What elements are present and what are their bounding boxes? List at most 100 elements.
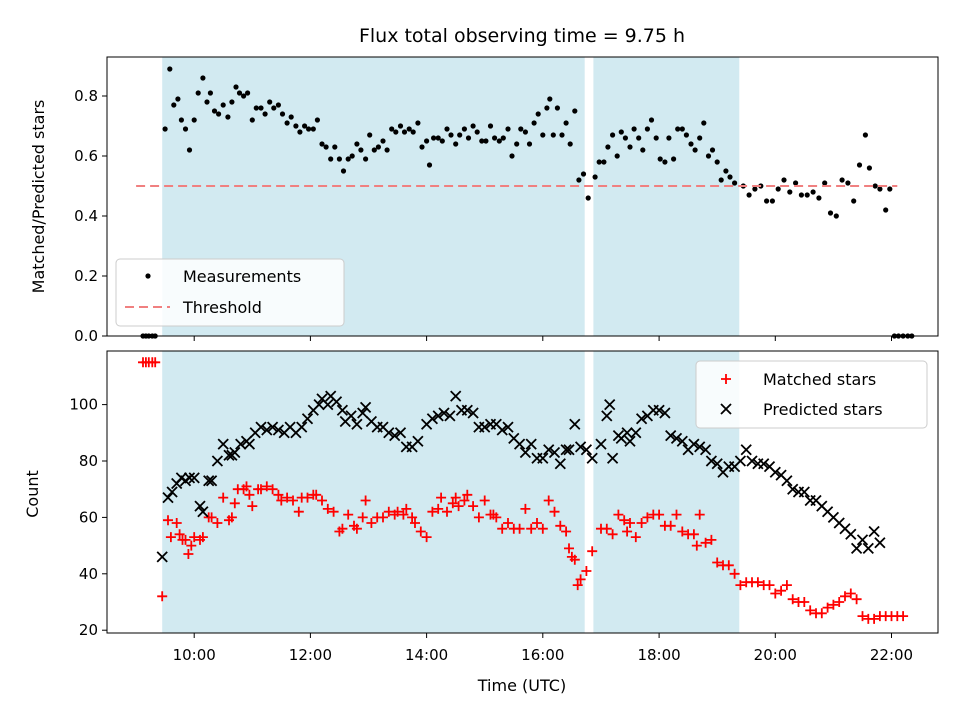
predicted-stars-point bbox=[781, 475, 793, 487]
matched-stars-point bbox=[343, 509, 354, 520]
matched-stars-point bbox=[845, 588, 856, 599]
matched-stars-point bbox=[503, 518, 513, 528]
measurement-point bbox=[389, 126, 395, 132]
predicted-stars-point bbox=[450, 390, 462, 402]
predicted-stars-point bbox=[699, 444, 712, 456]
matched-stars-point bbox=[165, 532, 176, 543]
predicted-stars-point bbox=[336, 404, 349, 416]
matched-stars-point bbox=[764, 580, 775, 591]
matched-stars-point bbox=[840, 591, 850, 602]
matched-stars-point bbox=[625, 518, 635, 528]
measurement-point bbox=[666, 135, 672, 141]
matched-stars-point bbox=[273, 489, 284, 500]
measurement-point bbox=[358, 147, 364, 153]
measurement-point bbox=[816, 195, 822, 201]
predicted-stars-point bbox=[467, 407, 479, 419]
measurement-point bbox=[697, 135, 703, 141]
measurement-point bbox=[862, 132, 869, 138]
matched-stars-point bbox=[712, 557, 723, 568]
ratio-legend: Measurements Threshold bbox=[115, 258, 345, 327]
measurement-point bbox=[384, 147, 390, 153]
matched-stars-point bbox=[197, 532, 208, 543]
matched-stars-point bbox=[520, 503, 531, 514]
measurement-point bbox=[648, 117, 655, 123]
x-tick-label: 16:00 bbox=[521, 646, 564, 664]
measurement-point bbox=[618, 129, 624, 135]
measurement-point bbox=[732, 180, 738, 186]
predicted-stars-point bbox=[394, 427, 407, 439]
matched-stars-point bbox=[561, 526, 572, 537]
predicted-stars-point bbox=[635, 413, 648, 425]
measurement-point bbox=[487, 123, 494, 129]
measurement-point bbox=[827, 210, 834, 216]
measurement-point bbox=[171, 102, 177, 108]
y-tick-label: 0.8 bbox=[74, 87, 98, 105]
measurement-point bbox=[547, 96, 553, 102]
matched-stars-point bbox=[410, 518, 420, 528]
measurement-point bbox=[371, 147, 377, 153]
measurement-point bbox=[775, 186, 781, 192]
matched-stars-point bbox=[401, 503, 412, 514]
x-tick-label: 22:00 bbox=[870, 646, 913, 664]
measurement-point bbox=[544, 105, 550, 111]
predicted-stars-point bbox=[301, 413, 314, 425]
measurement-point bbox=[692, 147, 698, 153]
predicted-stars-point bbox=[502, 421, 514, 433]
y-tick-label: 0.2 bbox=[74, 267, 98, 285]
matched-stars-point bbox=[622, 526, 633, 537]
measurement-point bbox=[851, 198, 857, 204]
matched-stars-point bbox=[288, 495, 298, 506]
predicted-stars-point bbox=[162, 491, 174, 504]
matched-stars-point bbox=[636, 518, 647, 528]
predicted-stars-point bbox=[296, 421, 308, 433]
predicted-stars-point bbox=[606, 452, 619, 464]
predicted-stars-point bbox=[197, 506, 209, 518]
matched-stars-point bbox=[898, 611, 909, 622]
matched-stars-point bbox=[869, 613, 880, 624]
matched-stars-point bbox=[317, 495, 327, 506]
measurement-point bbox=[622, 135, 629, 141]
measurement-point bbox=[550, 132, 556, 138]
measurement-point bbox=[723, 168, 729, 174]
measurement-point bbox=[701, 120, 707, 126]
matched-stars-point bbox=[770, 588, 781, 599]
measurement-point bbox=[500, 135, 506, 141]
predicted-stars-point bbox=[586, 452, 598, 464]
predicted-stars-point bbox=[659, 407, 671, 419]
measurement-point bbox=[627, 144, 633, 150]
measurement-point bbox=[845, 180, 851, 186]
measurement-point bbox=[567, 141, 573, 147]
matched-stars-point bbox=[497, 523, 508, 534]
matched-stars-point bbox=[226, 512, 237, 523]
measurement-point bbox=[601, 159, 607, 165]
matched-stars-point bbox=[157, 591, 168, 602]
x-tick-label: 10:00 bbox=[173, 646, 216, 664]
predicted-stars-point bbox=[519, 446, 532, 459]
matched-stars-point bbox=[654, 509, 665, 520]
matched-stars-point bbox=[468, 501, 479, 512]
matched-stars-point bbox=[302, 492, 313, 503]
measurement-point bbox=[640, 147, 646, 153]
measurement-point bbox=[804, 192, 810, 198]
predicted-stars-point bbox=[595, 438, 607, 450]
measurement-point bbox=[375, 144, 381, 150]
matched-stars-point bbox=[526, 523, 537, 534]
measurement-point bbox=[718, 177, 724, 183]
matched-stars-point bbox=[276, 495, 287, 506]
x-tick-label: 18:00 bbox=[637, 646, 680, 664]
count-legend: Matched stars Predicted stars bbox=[695, 360, 928, 429]
matched-stars-point bbox=[564, 543, 574, 554]
measurement-point bbox=[470, 123, 476, 129]
matched-stars-point bbox=[601, 523, 612, 534]
predicted-stars-point bbox=[543, 444, 555, 456]
predicted-stars-point bbox=[769, 466, 781, 478]
predicted-stars-point bbox=[740, 444, 752, 456]
legend-matched-label: Matched stars bbox=[763, 370, 876, 389]
predicted-stars-point bbox=[211, 455, 224, 467]
measurement-point bbox=[522, 129, 529, 135]
measurement-point bbox=[233, 84, 239, 90]
matched-stars-point bbox=[206, 512, 217, 523]
matched-stars-point bbox=[555, 520, 566, 531]
matched-stars-point bbox=[293, 506, 304, 517]
measurement-point bbox=[393, 129, 399, 135]
